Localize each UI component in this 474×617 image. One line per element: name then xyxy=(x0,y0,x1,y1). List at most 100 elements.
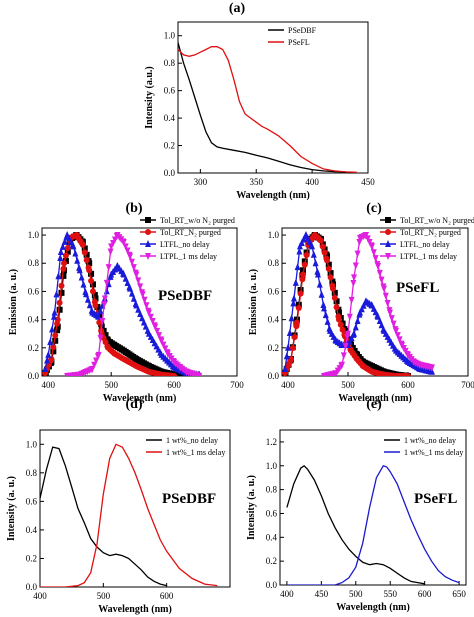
data-point xyxy=(122,243,129,251)
y-tick-label: 0.6 xyxy=(26,496,38,506)
y-tick-label: 0.4 xyxy=(26,525,38,535)
data-point xyxy=(336,309,342,316)
data-point xyxy=(295,305,302,312)
data-point xyxy=(61,237,68,245)
data-point xyxy=(58,289,65,296)
data-point xyxy=(57,254,64,262)
series-3 xyxy=(64,232,203,376)
x-tick-label: 500 xyxy=(341,380,355,390)
data-point xyxy=(320,300,327,308)
data-point xyxy=(91,291,98,298)
data-point xyxy=(336,316,342,323)
data-point xyxy=(95,351,102,359)
series-1 xyxy=(178,46,357,173)
data-point xyxy=(385,229,391,235)
data-point xyxy=(135,277,142,285)
data-point xyxy=(385,240,391,247)
y-tick-label: 1.0 xyxy=(164,31,176,41)
x-tick-label: 400 xyxy=(33,591,47,601)
data-point xyxy=(55,272,62,280)
plot-frame xyxy=(41,227,238,377)
data-point xyxy=(141,296,148,304)
data-point xyxy=(124,247,131,255)
data-point xyxy=(60,272,67,279)
data-point xyxy=(145,253,151,260)
x-tick-label: 400 xyxy=(305,177,319,187)
data-point xyxy=(331,294,338,301)
data-point xyxy=(330,285,336,292)
y-tick-label: 0.8 xyxy=(268,258,280,268)
data-point xyxy=(101,295,108,303)
data-point xyxy=(64,245,71,252)
data-point xyxy=(387,309,393,317)
data-point xyxy=(327,270,334,277)
y-tick-label: 0.0 xyxy=(164,168,176,178)
data-point xyxy=(196,373,203,376)
data-point xyxy=(310,250,317,258)
x-axis-label: Wavelength (nm) xyxy=(236,190,310,201)
data-point xyxy=(160,341,167,349)
data-point xyxy=(83,257,90,264)
data-point xyxy=(86,260,93,267)
plot-frame xyxy=(281,227,469,377)
data-point xyxy=(390,320,397,328)
y-tick-label: 0.4 xyxy=(268,315,280,325)
data-point xyxy=(405,373,411,376)
data-point xyxy=(61,260,68,267)
data-point xyxy=(372,255,379,263)
data-point xyxy=(382,292,389,300)
legend: 1 wt%_no delay 1 wt%_1 ms delay xyxy=(384,436,463,457)
data-point xyxy=(56,306,63,313)
data-point xyxy=(370,249,377,257)
data-point xyxy=(60,265,67,272)
data-point xyxy=(339,326,346,333)
data-point xyxy=(97,334,104,342)
data-point xyxy=(171,373,178,376)
data-point xyxy=(57,247,64,255)
legend-label: 1 wt%_1 ms delay xyxy=(404,448,463,457)
data-point xyxy=(318,237,324,244)
y-tick-label: 0.0 xyxy=(266,580,278,590)
data-point xyxy=(351,329,357,337)
data-point xyxy=(103,287,110,295)
y-tick-label: 1.0 xyxy=(26,439,38,449)
y-tick-label: 1.0 xyxy=(268,230,280,240)
x-tick-label: 350 xyxy=(249,177,263,187)
legend-label: LTPL_1 ms delay xyxy=(160,252,217,261)
data-point xyxy=(145,240,151,247)
data-point xyxy=(289,345,296,352)
data-point xyxy=(154,327,161,335)
data-point xyxy=(88,277,95,284)
data-point xyxy=(81,249,88,256)
y-tick-label: 0.2 xyxy=(28,343,39,353)
data-point xyxy=(354,250,361,258)
data-point xyxy=(381,285,387,293)
legend-label: Tol_RT_N₂ purged xyxy=(160,228,221,237)
y-tick-label: 0.2 xyxy=(266,556,277,566)
data-point xyxy=(130,264,137,272)
data-point xyxy=(89,281,96,288)
y-tick-label: 0.8 xyxy=(164,58,176,68)
data-point xyxy=(393,327,399,335)
data-point xyxy=(133,271,140,279)
data-point xyxy=(394,332,401,340)
data-point xyxy=(72,249,79,257)
y-tick-label: 1.0 xyxy=(266,461,278,471)
y-axis-label: Emission (a. u.) xyxy=(248,269,259,335)
x-tick-label: 300 xyxy=(194,177,208,187)
data-point xyxy=(54,323,61,330)
data-point xyxy=(49,325,56,333)
data-point xyxy=(52,337,59,344)
plot-frame xyxy=(279,429,467,586)
data-point xyxy=(145,309,152,317)
x-axis-label: Wavelength (nm) xyxy=(338,393,412,404)
data-point xyxy=(80,280,87,288)
series-line xyxy=(40,446,167,587)
y-tick-label: 0.4 xyxy=(164,113,176,123)
data-point xyxy=(324,317,331,325)
x-tick-label: 500 xyxy=(97,591,111,601)
data-point xyxy=(53,290,60,298)
data-point xyxy=(325,265,332,272)
chart-title: (d) xyxy=(125,397,142,412)
x-axis-label: Wavelength (nm) xyxy=(103,393,177,404)
